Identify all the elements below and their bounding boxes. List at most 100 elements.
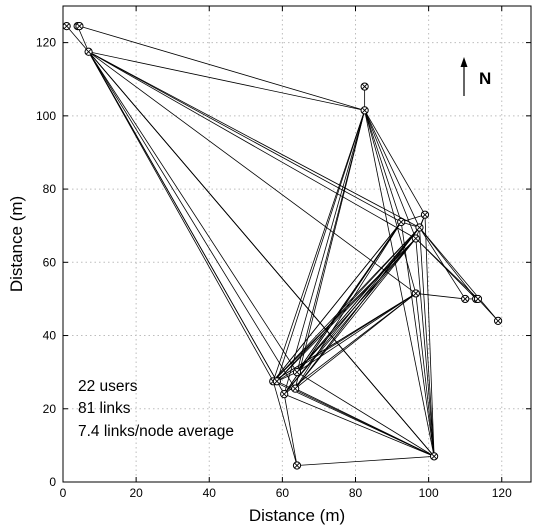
node-marker: [360, 82, 369, 91]
node-marker: [62, 22, 71, 31]
grid: [63, 6, 531, 482]
link-line: [364, 110, 426, 215]
annotation-users: 22 users: [78, 378, 138, 395]
link-line: [400, 221, 435, 457]
x-tick-label: 20: [129, 486, 143, 500]
node-marker: [360, 106, 369, 115]
link-line: [272, 238, 417, 382]
link-line: [296, 238, 417, 373]
link-line: [88, 51, 298, 373]
link-line: [415, 238, 479, 300]
link-line: [419, 227, 435, 457]
x-tick-label: 0: [60, 486, 67, 500]
axis-ticks: 0 20 40 60 80 100 120 0 20 40 60 80 100 120: [36, 6, 531, 500]
y-tick-label: 20: [43, 402, 57, 416]
link-line: [415, 238, 435, 457]
link-line: [419, 227, 477, 300]
annotation-average: 7.4 links/node average: [78, 423, 234, 440]
link-line: [294, 388, 435, 457]
link-line: [66, 25, 89, 53]
link-line: [296, 371, 435, 457]
link-line: [296, 293, 417, 373]
node-marker: [280, 390, 289, 399]
stats-annotation: 22 users 81 links 7.4 links/node average: [78, 378, 234, 440]
link-line: [88, 51, 417, 294]
node-marker: [473, 294, 483, 304]
link-line: [364, 110, 435, 457]
link-line: [272, 110, 366, 382]
link-line: [424, 214, 435, 457]
node-marker: [291, 384, 300, 393]
link-line: [88, 51, 285, 395]
nodes: [62, 22, 503, 470]
link-line: [88, 51, 402, 223]
link-line: [294, 293, 417, 389]
y-tick-label: 0: [49, 475, 56, 489]
y-tick-label: 120: [36, 36, 56, 50]
node-marker: [292, 368, 302, 377]
node-marker: [411, 234, 420, 243]
node-marker: [415, 223, 424, 232]
x-axis-label: Distance (m): [249, 506, 345, 525]
link-line: [272, 227, 420, 382]
link-line: [419, 227, 466, 300]
link-line: [401, 214, 426, 223]
north-arrowhead-icon: [460, 57, 468, 67]
link-line: [284, 393, 435, 457]
x-tick-label: 60: [276, 486, 290, 500]
link-line: [276, 293, 417, 382]
node-marker: [272, 377, 281, 386]
node-marker: [430, 452, 439, 461]
x-tick-label: 40: [203, 486, 217, 500]
node-marker: [292, 461, 302, 470]
link-line: [79, 25, 365, 111]
y-tick-label: 100: [36, 109, 56, 123]
link-line: [276, 227, 420, 382]
link-line: [283, 394, 298, 466]
link-line: [296, 227, 420, 373]
link-line: [88, 51, 274, 382]
link-line: [294, 238, 417, 389]
link-line: [88, 51, 365, 111]
link-line: [88, 51, 420, 228]
link-line: [364, 110, 420, 228]
link-line: [283, 238, 417, 395]
link-line: [283, 110, 366, 395]
link-line: [272, 221, 402, 382]
link-line: [88, 51, 417, 239]
node-marker: [411, 289, 420, 298]
plot-frame: [62, 5, 532, 483]
link-line: [296, 455, 435, 466]
link-line: [415, 293, 435, 457]
node-marker: [493, 316, 503, 325]
plot-background: [63, 6, 531, 482]
link-line: [294, 227, 420, 389]
node-marker: [420, 210, 430, 219]
link-line: [88, 51, 296, 389]
link-line: [415, 293, 466, 300]
node-marker: [84, 47, 93, 56]
y-tick-label: 60: [43, 255, 57, 269]
link-line: [294, 110, 366, 389]
link-line: [364, 110, 417, 239]
annotation-links: 81 links: [78, 400, 131, 417]
node-marker: [461, 294, 470, 304]
links: [66, 25, 499, 466]
link-line: [296, 221, 402, 373]
link-line: [419, 227, 499, 322]
north-indicator: N: [460, 57, 491, 96]
x-tick-label: 120: [492, 486, 512, 500]
x-tick-label: 80: [349, 486, 363, 500]
link-line: [272, 381, 298, 466]
link-line: [88, 51, 435, 457]
node-marker: [397, 217, 406, 227]
link-line: [276, 110, 366, 382]
y-axis-label: Distance (m): [7, 196, 26, 292]
node-marker: [75, 22, 84, 31]
link-line: [364, 110, 402, 223]
y-tick-label: 40: [43, 329, 57, 343]
y-tick-label: 80: [43, 182, 57, 196]
x-tick-label: 100: [419, 486, 439, 500]
link-line: [77, 25, 89, 52]
